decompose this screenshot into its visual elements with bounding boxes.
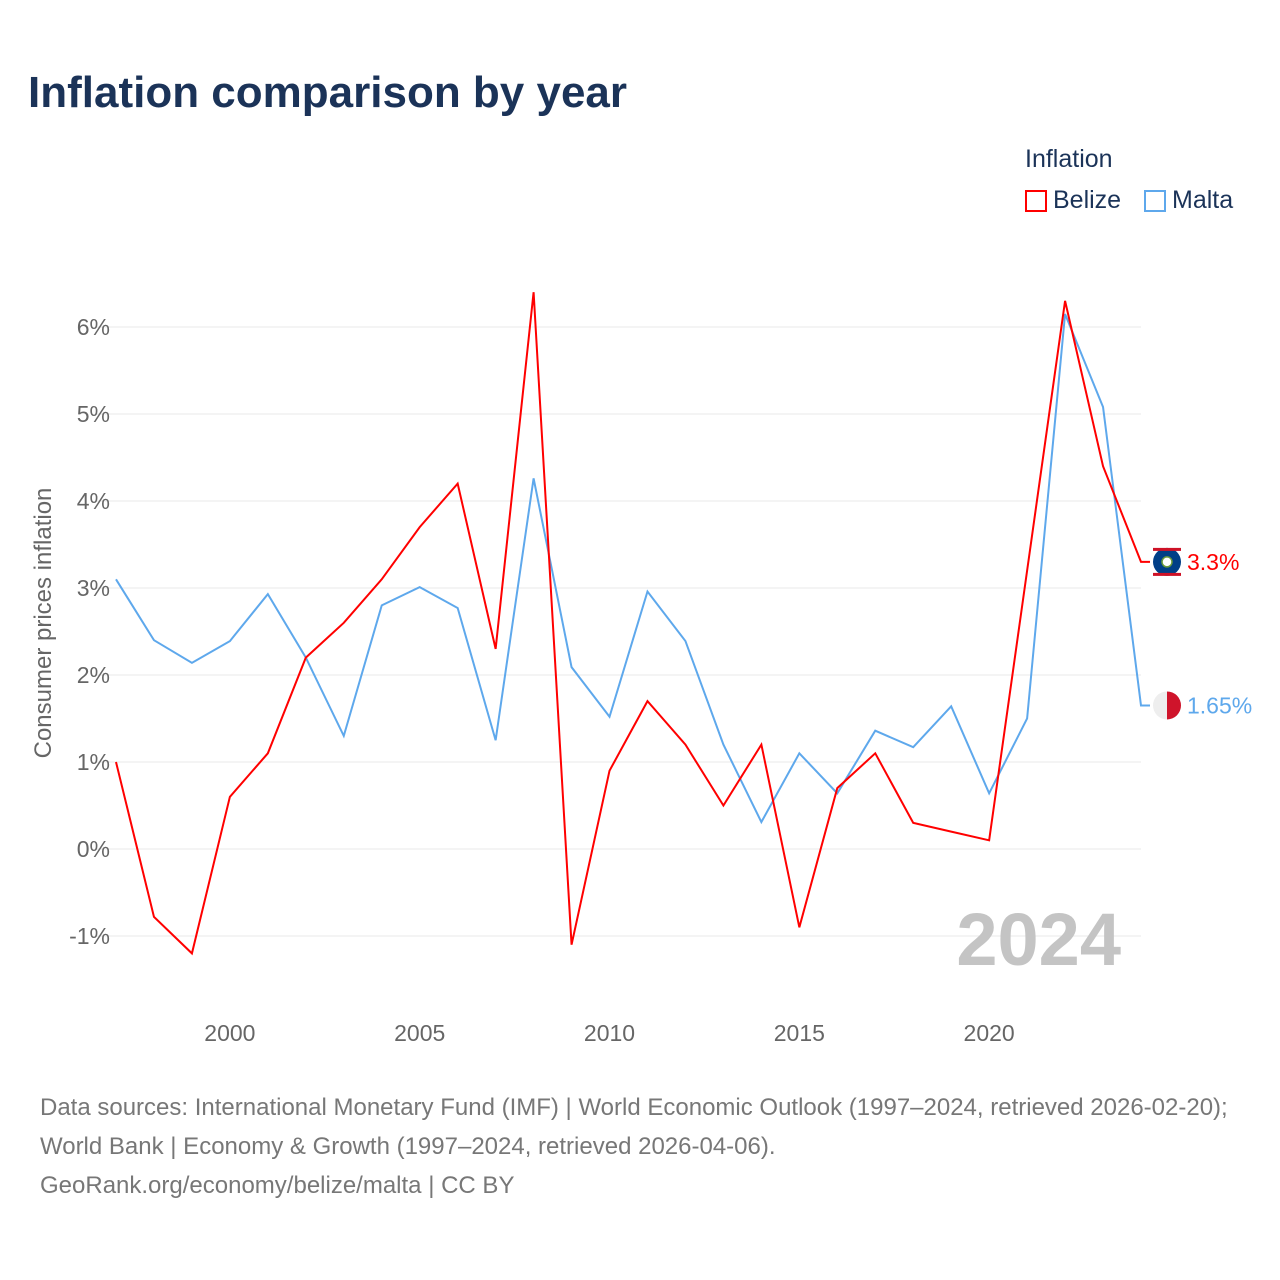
y-tick-label: 2% [77, 662, 110, 688]
legend-title: Inflation [1025, 145, 1113, 173]
x-tick-label: 2005 [394, 1020, 445, 1046]
y-tick-label: -1% [69, 923, 110, 949]
year-watermark: 2024 [956, 898, 1121, 981]
legend-swatch-malta [1144, 189, 1166, 212]
legend-label-belize: Belize [1053, 186, 1122, 214]
y-axis-label: Consumer prices inflation [30, 488, 57, 759]
x-tick-label: 2000 [204, 1020, 255, 1046]
y-tick-label: 1% [77, 749, 110, 775]
credit-link[interactable]: GeoRank.org/economy/belize/malta | CC BY [40, 1172, 515, 1199]
y-tick-label: 3% [77, 575, 110, 601]
y-tick-label: 4% [77, 488, 110, 514]
belize-flag-emblem [1161, 556, 1173, 568]
belize-flag-stripe [1153, 547, 1181, 551]
series-line-belize [115, 292, 1150, 956]
x-tick-label: 2010 [584, 1020, 635, 1046]
end-label-malta: 1.65% [1187, 692, 1252, 718]
chart-title: Inflation comparison by year [28, 68, 628, 117]
y-tick-label: 5% [77, 401, 110, 427]
x-tick-label: 2020 [964, 1020, 1015, 1046]
y-tick-label: 0% [77, 836, 110, 862]
legend-item-belize[interactable]: Belize [1025, 186, 1121, 215]
belize-flag-stripe [1153, 572, 1181, 576]
data-sources: Data sources: International Monetary Fun… [40, 1094, 1228, 1160]
legend-label-malta: Malta [1172, 186, 1234, 214]
malta-flag-red-half [1167, 691, 1181, 720]
legend-item-malta[interactable]: Malta [1144, 186, 1233, 215]
x-tick-label: 2015 [774, 1020, 825, 1046]
y-tick-label: 6% [77, 314, 110, 340]
footer: Data sources: International Monetary Fun… [40, 1088, 1250, 1205]
legend-swatch-belize [1025, 189, 1047, 212]
end-label-belize: 3.3% [1187, 549, 1239, 575]
